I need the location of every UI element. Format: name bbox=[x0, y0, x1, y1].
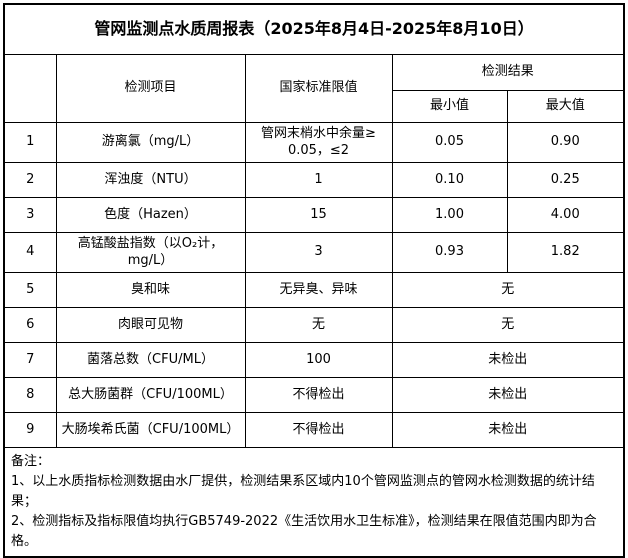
row-number: 2 bbox=[3, 161, 57, 198]
item-cell: 高锰酸盐指数（以O₂计，mg/L） bbox=[55, 231, 246, 273]
min-cell: 0.10 bbox=[391, 161, 508, 198]
result-cell: 未检出 bbox=[391, 411, 625, 448]
item-cell: 浑浊度（NTU） bbox=[55, 161, 246, 198]
item-cell: 臭和味 bbox=[55, 271, 246, 308]
page-title: 管网监测点水质周报表（2025年8月4日-2025年8月10日） bbox=[3, 3, 625, 55]
item-cell: 菌落总数（CFU/ML） bbox=[55, 341, 246, 378]
header-index bbox=[3, 53, 57, 123]
result-cell: 无 bbox=[391, 306, 625, 343]
header-item: 检测项目 bbox=[55, 53, 246, 123]
result-cell: 无 bbox=[391, 271, 625, 308]
header-row-sub: 最小值 最大值 bbox=[4, 89, 625, 123]
min-cell: 0.05 bbox=[391, 121, 508, 163]
standard-cell: 15 bbox=[244, 196, 393, 233]
max-cell: 0.90 bbox=[506, 121, 625, 163]
water-quality-report: 管网监测点水质周报表（2025年8月4日-2025年8月10日） 检测项目 国家… bbox=[3, 3, 626, 558]
min-cell: 1.00 bbox=[391, 196, 508, 233]
row-number: 3 bbox=[3, 196, 57, 233]
standard-cell: 3 bbox=[244, 231, 393, 273]
header-standard: 国家标准限值 bbox=[244, 53, 393, 123]
table-row: 2 浑浊度（NTU） 1 0.10 0.25 bbox=[3, 161, 625, 198]
row-number: 8 bbox=[3, 376, 57, 413]
row-number: 1 bbox=[3, 121, 57, 163]
table-row: 8 总大肠菌群（CFU/100ML） 不得检出 未检出 bbox=[3, 376, 625, 413]
max-cell: 1.82 bbox=[506, 231, 625, 273]
result-cell: 未检出 bbox=[391, 376, 625, 413]
row-number: 6 bbox=[3, 306, 57, 343]
header-row-top: 检测项目 国家标准限值 检测结果 bbox=[3, 53, 625, 123]
notes-label: 备注： bbox=[11, 453, 51, 469]
table-row: 7 菌落总数（CFU/ML） 100 未检出 bbox=[3, 341, 625, 378]
item-cell: 总大肠菌群（CFU/100ML） bbox=[55, 376, 246, 413]
standard-cell: 1 bbox=[244, 161, 393, 198]
item-cell: 大肠埃希氏菌（CFU/100ML） bbox=[55, 411, 246, 448]
item-cell: 游离氯（mg/L） bbox=[55, 121, 246, 163]
item-cell: 色度（Hazen） bbox=[55, 196, 246, 233]
max-cell: 0.25 bbox=[506, 161, 625, 198]
notes-row: 备注： 1、以上水质指标检测数据由水厂提供，检测结果系区域内10个管网监测点的管… bbox=[3, 446, 625, 558]
row-number: 7 bbox=[3, 341, 57, 378]
item-cell: 肉眼可见物 bbox=[55, 306, 246, 343]
header-max: 最大值 bbox=[506, 89, 625, 123]
notes-cell: 备注： 1、以上水质指标检测数据由水厂提供，检测结果系区域内10个管网监测点的管… bbox=[3, 446, 625, 558]
standard-cell: 管网末梢水中余量≥ 0.05，≤2 bbox=[244, 121, 393, 163]
max-cell: 4.00 bbox=[506, 196, 625, 233]
notes-line-1: 1、以上水质指标检测数据由水厂提供，检测结果系区域内10个管网监测点的管网水检测… bbox=[11, 473, 595, 509]
result-cell: 未检出 bbox=[391, 341, 625, 378]
standard-cell: 无异臭、异味 bbox=[244, 271, 393, 308]
table-row: 4 高锰酸盐指数（以O₂计，mg/L） 3 0.93 1.82 bbox=[3, 231, 625, 273]
notes-line-2: 2、检测指标及指标限值均执行GB5749-2022《生活饮用水卫生标准》，检测结… bbox=[11, 514, 597, 550]
standard-cell: 不得检出 bbox=[244, 376, 393, 413]
table-row: 6 肉眼可见物 无 无 bbox=[3, 306, 625, 343]
row-number: 4 bbox=[3, 231, 57, 273]
header-result-group: 检测结果 bbox=[391, 53, 625, 91]
table-row: 5 臭和味 无异臭、异味 无 bbox=[3, 271, 625, 308]
header-min: 最小值 bbox=[391, 89, 508, 123]
table-row: 9 大肠埃希氏菌（CFU/100ML） 不得检出 未检出 bbox=[3, 411, 625, 448]
standard-cell: 不得检出 bbox=[244, 411, 393, 448]
table-row: 1 游离氯（mg/L） 管网末梢水中余量≥ 0.05，≤2 0.05 0.90 bbox=[3, 121, 625, 163]
row-number: 5 bbox=[3, 271, 57, 308]
row-number: 9 bbox=[3, 411, 57, 448]
min-cell: 0.93 bbox=[391, 231, 508, 273]
standard-cell: 无 bbox=[244, 306, 393, 343]
standard-cell: 100 bbox=[244, 341, 393, 378]
table-row: 3 色度（Hazen） 15 1.00 4.00 bbox=[3, 196, 625, 233]
title-row: 管网监测点水质周报表（2025年8月4日-2025年8月10日） bbox=[3, 3, 625, 55]
report-table: 管网监测点水质周报表（2025年8月4日-2025年8月10日） 检测项目 国家… bbox=[3, 3, 626, 558]
